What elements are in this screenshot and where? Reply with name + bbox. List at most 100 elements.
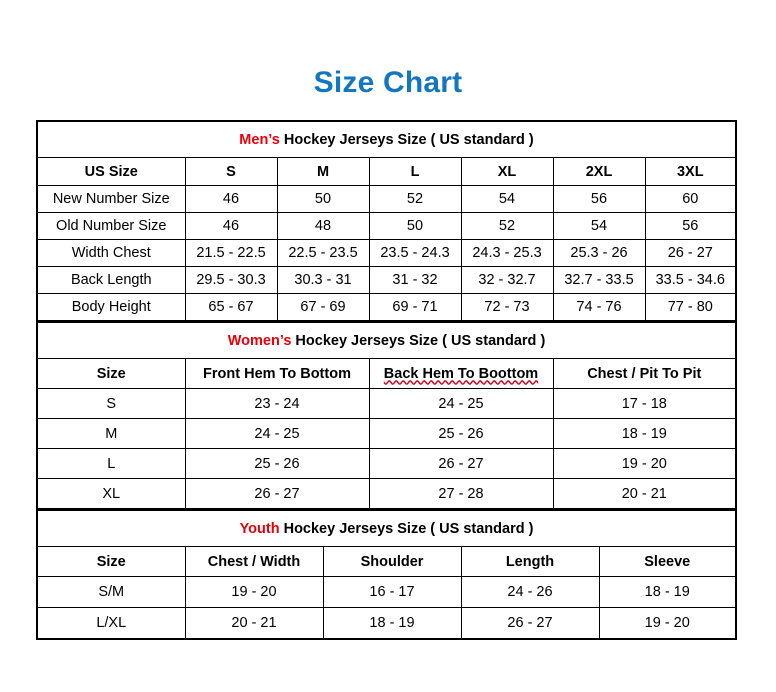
mens-col-header: M	[276, 157, 370, 186]
table-row: Back Length 29.5 - 30.3 30.3 - 31 31 - 3…	[36, 266, 738, 294]
row-label: Body Height	[36, 293, 186, 321]
row-label: L	[36, 448, 186, 479]
cell-value: 19 - 20	[598, 607, 738, 640]
womens-banner-rest: Hockey Jerseys Size ( US standard )	[291, 332, 546, 349]
mens-banner-rest: Hockey Jerseys Size ( US standard )	[279, 131, 534, 148]
row-label: XL	[36, 478, 186, 509]
cell-value: 23.5 - 24.3	[368, 239, 462, 267]
misspelled-text: Back Hem To Boottom	[383, 365, 539, 382]
cell-value: 25 - 26	[184, 448, 370, 479]
page-title: Size Chart	[313, 66, 463, 99]
mens-col-header: US Size	[36, 157, 186, 186]
cell-value: 29.5 - 30.3	[184, 266, 278, 294]
cell-value: 65 - 67	[184, 293, 278, 321]
cell-value: 54	[552, 212, 646, 240]
size-chart-tables: Men’s Hockey Jerseys Size ( US standard …	[36, 120, 738, 640]
cell-value: 24 - 26	[460, 576, 600, 608]
mens-banner-accent: Men’s	[239, 131, 280, 148]
cell-value: 25 - 26	[368, 418, 554, 449]
row-label: S/M	[36, 576, 186, 608]
cell-value: 26 - 27	[184, 478, 370, 509]
womens-col-header: Front Hem To Bottom	[184, 358, 370, 389]
cell-value: 46	[184, 185, 278, 213]
cell-value: 31 - 32	[368, 266, 462, 294]
cell-value: 19 - 20	[184, 576, 324, 608]
row-label: M	[36, 418, 186, 449]
cell-value: 46	[184, 212, 278, 240]
cell-value: 56	[552, 185, 646, 213]
womens-size-table: Women’s Hockey Jerseys Size ( US standar…	[36, 321, 738, 509]
table-row: Old Number Size 46 48 50 52 54 56	[36, 212, 738, 240]
cell-value: 23 - 24	[184, 388, 370, 419]
youth-size-table: Youth Hockey Jerseys Size ( US standard …	[36, 509, 738, 640]
mens-col-header: 2XL	[552, 157, 646, 186]
table-row: M 24 - 25 25 - 26 18 - 19	[36, 418, 738, 449]
table-row: S 23 - 24 24 - 25 17 - 18	[36, 388, 738, 419]
table-row: Body Height 65 - 67 67 - 69 69 - 71 72 -…	[36, 293, 738, 321]
mens-section-banner: Men’s Hockey Jerseys Size ( US standard …	[36, 120, 737, 158]
cell-value: 18 - 19	[552, 418, 738, 449]
row-label: Back Length	[36, 266, 186, 294]
youth-col-header: Length	[460, 546, 600, 577]
mens-size-table: Men’s Hockey Jerseys Size ( US standard …	[36, 120, 738, 321]
mens-col-header: S	[184, 157, 278, 186]
cell-value: 67 - 69	[276, 293, 370, 321]
cell-value: 18 - 19	[322, 607, 462, 640]
womens-banner-accent: Women’s	[227, 332, 292, 349]
cell-value: 72 - 73	[460, 293, 554, 321]
cell-value: 21.5 - 22.5	[184, 239, 278, 267]
youth-col-header: Size	[36, 546, 186, 577]
cell-value: 18 - 19	[598, 576, 738, 608]
table-row: Width Chest 21.5 - 22.5 22.5 - 23.5 23.5…	[36, 239, 738, 267]
cell-value: 24 - 25	[368, 388, 554, 419]
cell-value: 56	[644, 212, 738, 240]
cell-value: 50	[368, 212, 462, 240]
cell-value: 26 - 27	[644, 239, 738, 267]
mens-banner-cell: Men’s Hockey Jerseys Size ( US standard …	[36, 120, 737, 158]
table-row: L 25 - 26 26 - 27 19 - 20	[36, 448, 738, 479]
womens-col-header: Chest / Pit To Pit	[552, 358, 738, 389]
cell-value: 20 - 21	[552, 478, 738, 509]
youth-banner-cell: Youth Hockey Jerseys Size ( US standard …	[36, 509, 737, 547]
cell-value: 77 - 80	[644, 293, 738, 321]
table-row: XL 26 - 27 27 - 28 20 - 21	[36, 478, 738, 509]
youth-banner-accent: Youth	[239, 520, 280, 537]
cell-value: 32 - 32.7	[460, 266, 554, 294]
row-label: Width Chest	[36, 239, 186, 267]
youth-col-header: Sleeve	[598, 546, 738, 577]
mens-col-header: L	[368, 157, 462, 186]
table-row: S/M 19 - 20 16 - 17 24 - 26 18 - 19	[36, 576, 738, 608]
cell-value: 25.3 - 26	[552, 239, 646, 267]
cell-value: 32.7 - 33.5	[552, 266, 646, 294]
womens-banner-cell: Women’s Hockey Jerseys Size ( US standar…	[36, 321, 737, 359]
cell-value: 24 - 25	[184, 418, 370, 449]
youth-section-banner: Youth Hockey Jerseys Size ( US standard …	[36, 509, 737, 547]
cell-value: 20 - 21	[184, 607, 324, 640]
row-label: Old Number Size	[36, 212, 186, 240]
cell-value: 69 - 71	[368, 293, 462, 321]
cell-value: 54	[460, 185, 554, 213]
cell-value: 19 - 20	[552, 448, 738, 479]
cell-value: 24.3 - 25.3	[460, 239, 554, 267]
cell-value: 50	[276, 185, 370, 213]
row-label: S	[36, 388, 186, 419]
cell-value: 60	[644, 185, 738, 213]
mens-header-row: US Size S M L XL 2XL 3XL	[36, 157, 738, 186]
youth-col-header: Shoulder	[322, 546, 462, 577]
cell-value: 30.3 - 31	[276, 266, 370, 294]
row-label: New Number Size	[36, 185, 186, 213]
table-row: L/XL 20 - 21 18 - 19 26 - 27 19 - 20	[36, 607, 738, 640]
cell-value: 52	[460, 212, 554, 240]
youth-header-row: Size Chest / Width Shoulder Length Sleev…	[36, 546, 738, 577]
cell-value: 16 - 17	[322, 576, 462, 608]
youth-banner-rest: Hockey Jerseys Size ( US standard )	[279, 520, 534, 537]
row-label: L/XL	[36, 607, 186, 640]
table-row: New Number Size 46 50 52 54 56 60	[36, 185, 738, 213]
cell-value: 17 - 18	[552, 388, 738, 419]
cell-value: 22.5 - 23.5	[276, 239, 370, 267]
mens-col-header: XL	[460, 157, 554, 186]
cell-value: 26 - 27	[368, 448, 554, 479]
cell-value: 33.5 - 34.6	[644, 266, 738, 294]
womens-col-header-misspelled: Back Hem To Boottom	[368, 358, 554, 389]
